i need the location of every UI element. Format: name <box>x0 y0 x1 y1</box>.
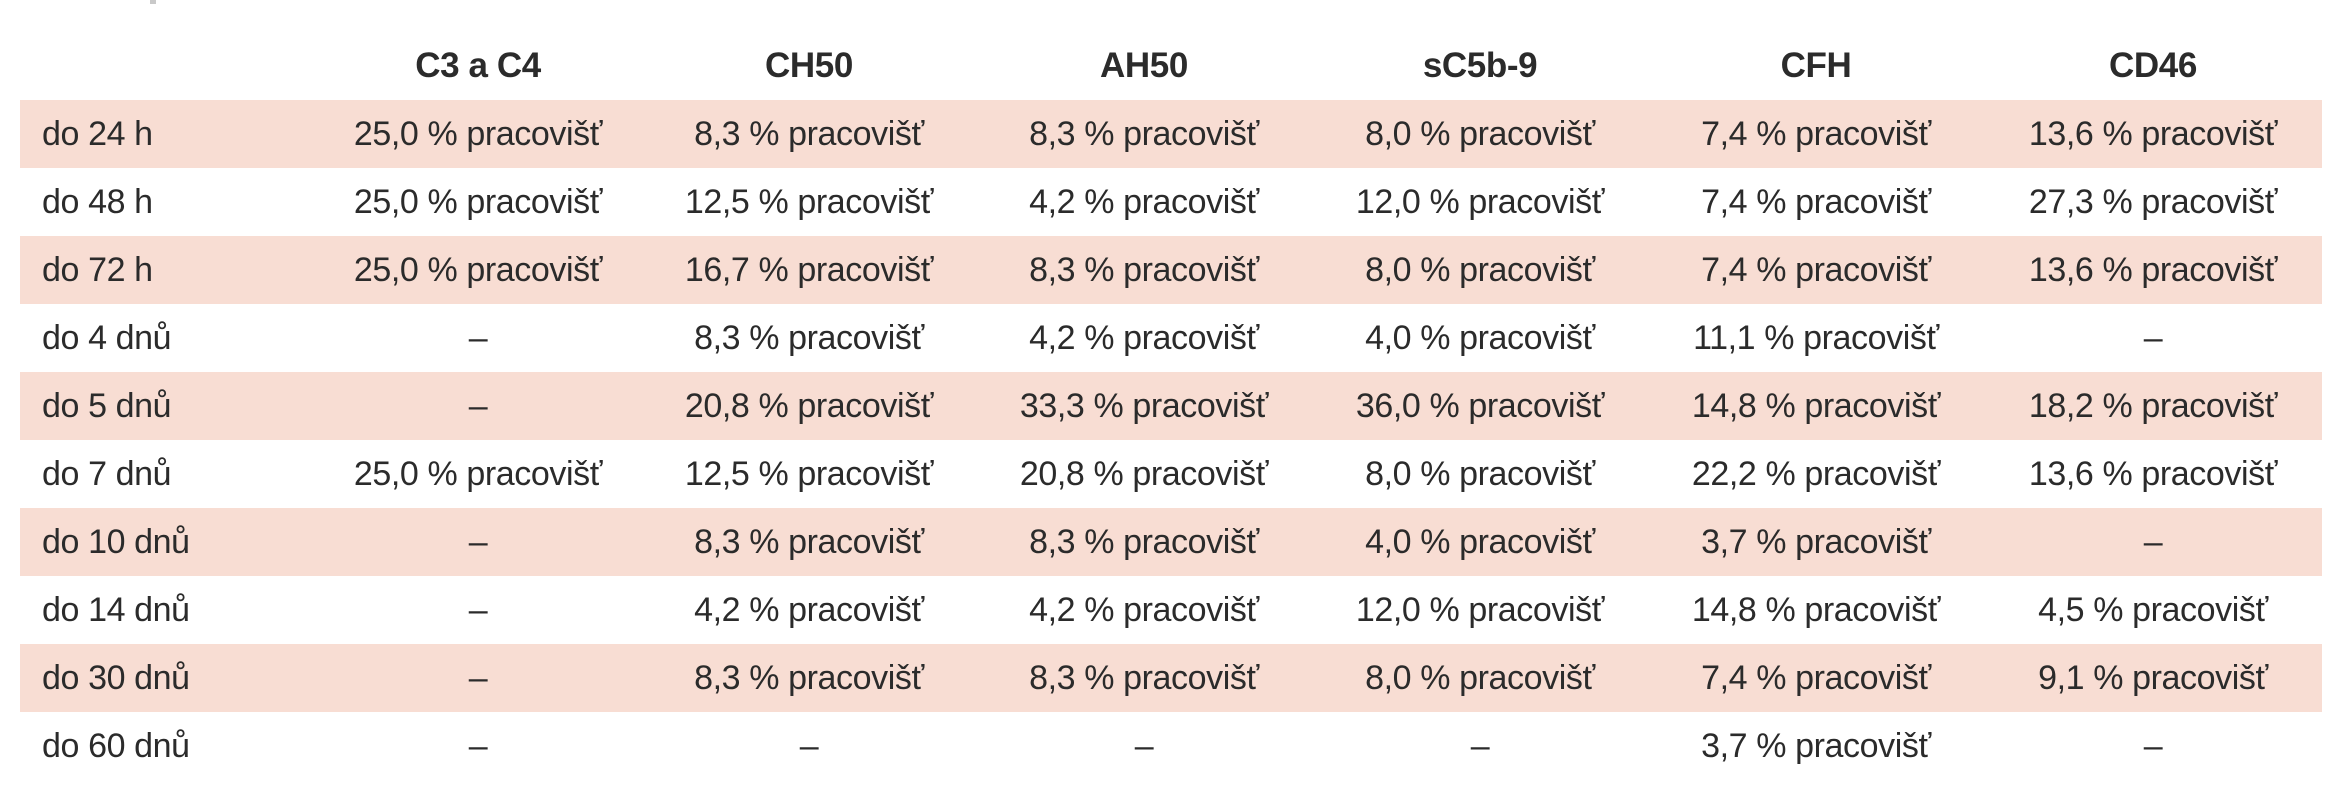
top-rule-tick <box>150 0 156 4</box>
table-cell: – <box>1470 726 1490 765</box>
table-cell: 8,0 % pracovišť <box>1312 644 1648 712</box>
header-sc5b9: sC5b-9 <box>1312 32 1648 100</box>
table-cell: 8,0 % pracovišť <box>1312 100 1648 168</box>
table-cell: 7,4 % pracovišť <box>1701 182 1931 221</box>
header-row: C3 a C4 CH50 AH50 sC5b-9 CFH CD46 <box>20 32 2322 100</box>
table-cell: 3,7 % pracovišť <box>1648 508 1984 576</box>
table-cell: – <box>2143 318 2163 357</box>
table-cell: 9,1 % pracovišť <box>1984 644 2322 712</box>
table-cell: – <box>1984 508 2322 576</box>
table-cell: 3,7 % pracovišť <box>1701 726 1931 765</box>
table-cell: – <box>468 590 488 629</box>
row-label: do 72 h <box>20 236 314 304</box>
table-cell: 12,5 % pracovišť <box>684 182 934 221</box>
row-label: do 7 dnů <box>42 454 172 493</box>
table-cell: 4,2 % pracovišť <box>694 590 924 629</box>
table-row: do 24 h 25,0 % pracovišť 8,3 % pracovišť 8,… <box>20 100 2322 168</box>
table-cell: – <box>314 508 642 576</box>
table-cell: 12,5 % pracovišť <box>684 454 934 493</box>
header-cfh: CFH <box>1648 32 1984 100</box>
table-cell: 4,2 % pracovišť <box>1029 590 1259 629</box>
table-cell: 12,0 % pracovišť <box>1355 182 1605 221</box>
row-label: do 4 dnů <box>42 318 172 357</box>
table-cell: 13,6 % pracovišť <box>1984 236 2322 304</box>
table-cell: 33,3 % pracovišť <box>976 372 1312 440</box>
table-cell: 22,2 % pracovišť <box>1691 454 1941 493</box>
table-cell: 13,6 % pracovišť <box>2028 454 2278 493</box>
table-cell: – <box>314 372 642 440</box>
table-cell: – <box>799 726 819 765</box>
table-cell: 27,3 % pracovišť <box>2028 182 2278 221</box>
row-label: do 48 h <box>42 182 153 221</box>
table-cell: – <box>1134 726 1154 765</box>
table-cell: 25,0 % pracovišť <box>314 100 642 168</box>
table-row: do 30 dnů –8,3 % pracovišť 8,3 % pracovišť… <box>20 644 2322 712</box>
table-cell: 14,8 % pracovišť <box>1648 372 1984 440</box>
table-cell: 8,3 % pracovišť <box>976 644 1312 712</box>
header-cd46: CD46 <box>1984 32 2322 100</box>
table-cell: 4,5 % pracovišť <box>2038 590 2268 629</box>
table-cell: 8,3 % pracovišť <box>642 508 976 576</box>
table-cell: – <box>468 726 488 765</box>
table-cell: – <box>2143 726 2163 765</box>
table-cell: 7,4 % pracovišť <box>1648 644 1984 712</box>
table-row: do 5 dnů –20,8 % pracovišť 33,3 % pracoviš… <box>20 372 2322 440</box>
table-cell: 4,2 % pracovišť <box>1029 182 1259 221</box>
table-cell: 8,3 % pracovišť <box>694 318 924 357</box>
table-cell: 8,0 % pracovišť <box>1312 236 1648 304</box>
top-rule <box>0 0 2338 4</box>
table-cell: 7,4 % pracovišť <box>1648 236 1984 304</box>
table-cell: 20,8 % pracovišť <box>642 372 976 440</box>
table-row: do 60 dnů – – – – 3,7 % pracovišť – <box>20 712 2322 780</box>
row-label: do 60 dnů <box>42 726 190 765</box>
table-cell: 8,0 % pracovišť <box>1365 454 1595 493</box>
table-cell: 36,0 % pracovišť <box>1312 372 1648 440</box>
table-cell: 25,0 % pracovišť <box>353 454 603 493</box>
table-cell: – <box>314 644 642 712</box>
row-label: do 24 h <box>20 100 314 168</box>
row-label: do 14 dnů <box>42 590 190 629</box>
table-cell: 8,3 % pracovišť <box>976 508 1312 576</box>
table-cell: 13,6 % pracovišť <box>1984 100 2322 168</box>
table-row: do 14 dnů – 4,2 % pracovišť 4,2 % pracovišť… <box>20 576 2322 644</box>
table-cell: – <box>468 318 488 357</box>
table-cell: 18,2 % pracovišť <box>1984 372 2322 440</box>
table-row: do 10 dnů –8,3 % pracovišť 8,3 % pracovišť… <box>20 508 2322 576</box>
table-row: do 72 h 25,0 % pracovišť 16,7 % pracovišť 8… <box>20 236 2322 304</box>
table-cell: 25,0 % pracovišť <box>314 236 642 304</box>
table-cell: 25,0 % pracovišť <box>353 182 603 221</box>
header-c3-c4: C3 a C4 <box>314 32 642 100</box>
table-body: do 24 h 25,0 % pracovišť 8,3 % pracovišť 8,… <box>20 100 2322 780</box>
table-cell: 11,1 % pracovišť <box>1693 318 1939 357</box>
row-label: do 10 dnů <box>20 508 314 576</box>
table-cell: 14,8 % pracovišť <box>1691 590 1941 629</box>
table-cell: 8,3 % pracovišť <box>642 644 976 712</box>
row-label: do 30 dnů <box>20 644 314 712</box>
table-row: do 7 dnů 25,0 % pracovišť 12,5 % pracovišť… <box>20 440 2322 508</box>
table-row: do 4 dnů – 8,3 % pracovišť 4,2 % pracovišť 4… <box>20 304 2322 372</box>
header-ah50: AH50 <box>976 32 1312 100</box>
table-cell: 4,0 % pracovišť <box>1365 318 1595 357</box>
table-cell: 12,0 % pracovišť <box>1355 590 1605 629</box>
table-cell: 16,7 % pracovišť <box>642 236 976 304</box>
table-cell: 7,4 % pracovišť <box>1648 100 1984 168</box>
table-row: do 48 h 25,0 % pracovišť 12,5 % pracovišť 4… <box>20 168 2322 236</box>
table-cell: 8,3 % pracovišť <box>976 236 1312 304</box>
table-cell: 8,3 % pracovišť <box>976 100 1312 168</box>
table-cell: 4,2 % pracovišť <box>1029 318 1259 357</box>
results-table: C3 a C4 CH50 AH50 sC5b-9 CFH CD46 do 24 h 25,0… <box>20 32 2322 780</box>
header-ch50: CH50 <box>642 32 976 100</box>
table-header: C3 a C4 CH50 AH50 sC5b-9 CFH CD46 <box>20 32 2322 100</box>
header-empty <box>20 32 314 100</box>
table-cell: 8,3 % pracovišť <box>642 100 976 168</box>
table-cell: 4,0 % pracovišť <box>1312 508 1648 576</box>
table-cell: 20,8 % pracovišť <box>1019 454 1269 493</box>
row-label: do 5 dnů <box>20 372 314 440</box>
